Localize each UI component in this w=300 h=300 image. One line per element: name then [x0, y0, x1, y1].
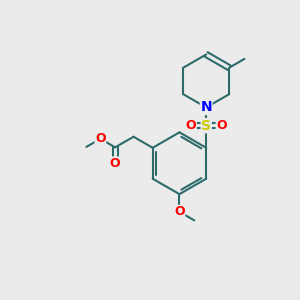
Text: O: O	[216, 119, 227, 132]
Text: O: O	[110, 157, 121, 170]
Text: S: S	[201, 119, 211, 133]
Text: N: N	[200, 100, 212, 115]
Text: O: O	[95, 132, 106, 145]
Text: O: O	[186, 119, 196, 132]
Text: O: O	[174, 205, 185, 218]
